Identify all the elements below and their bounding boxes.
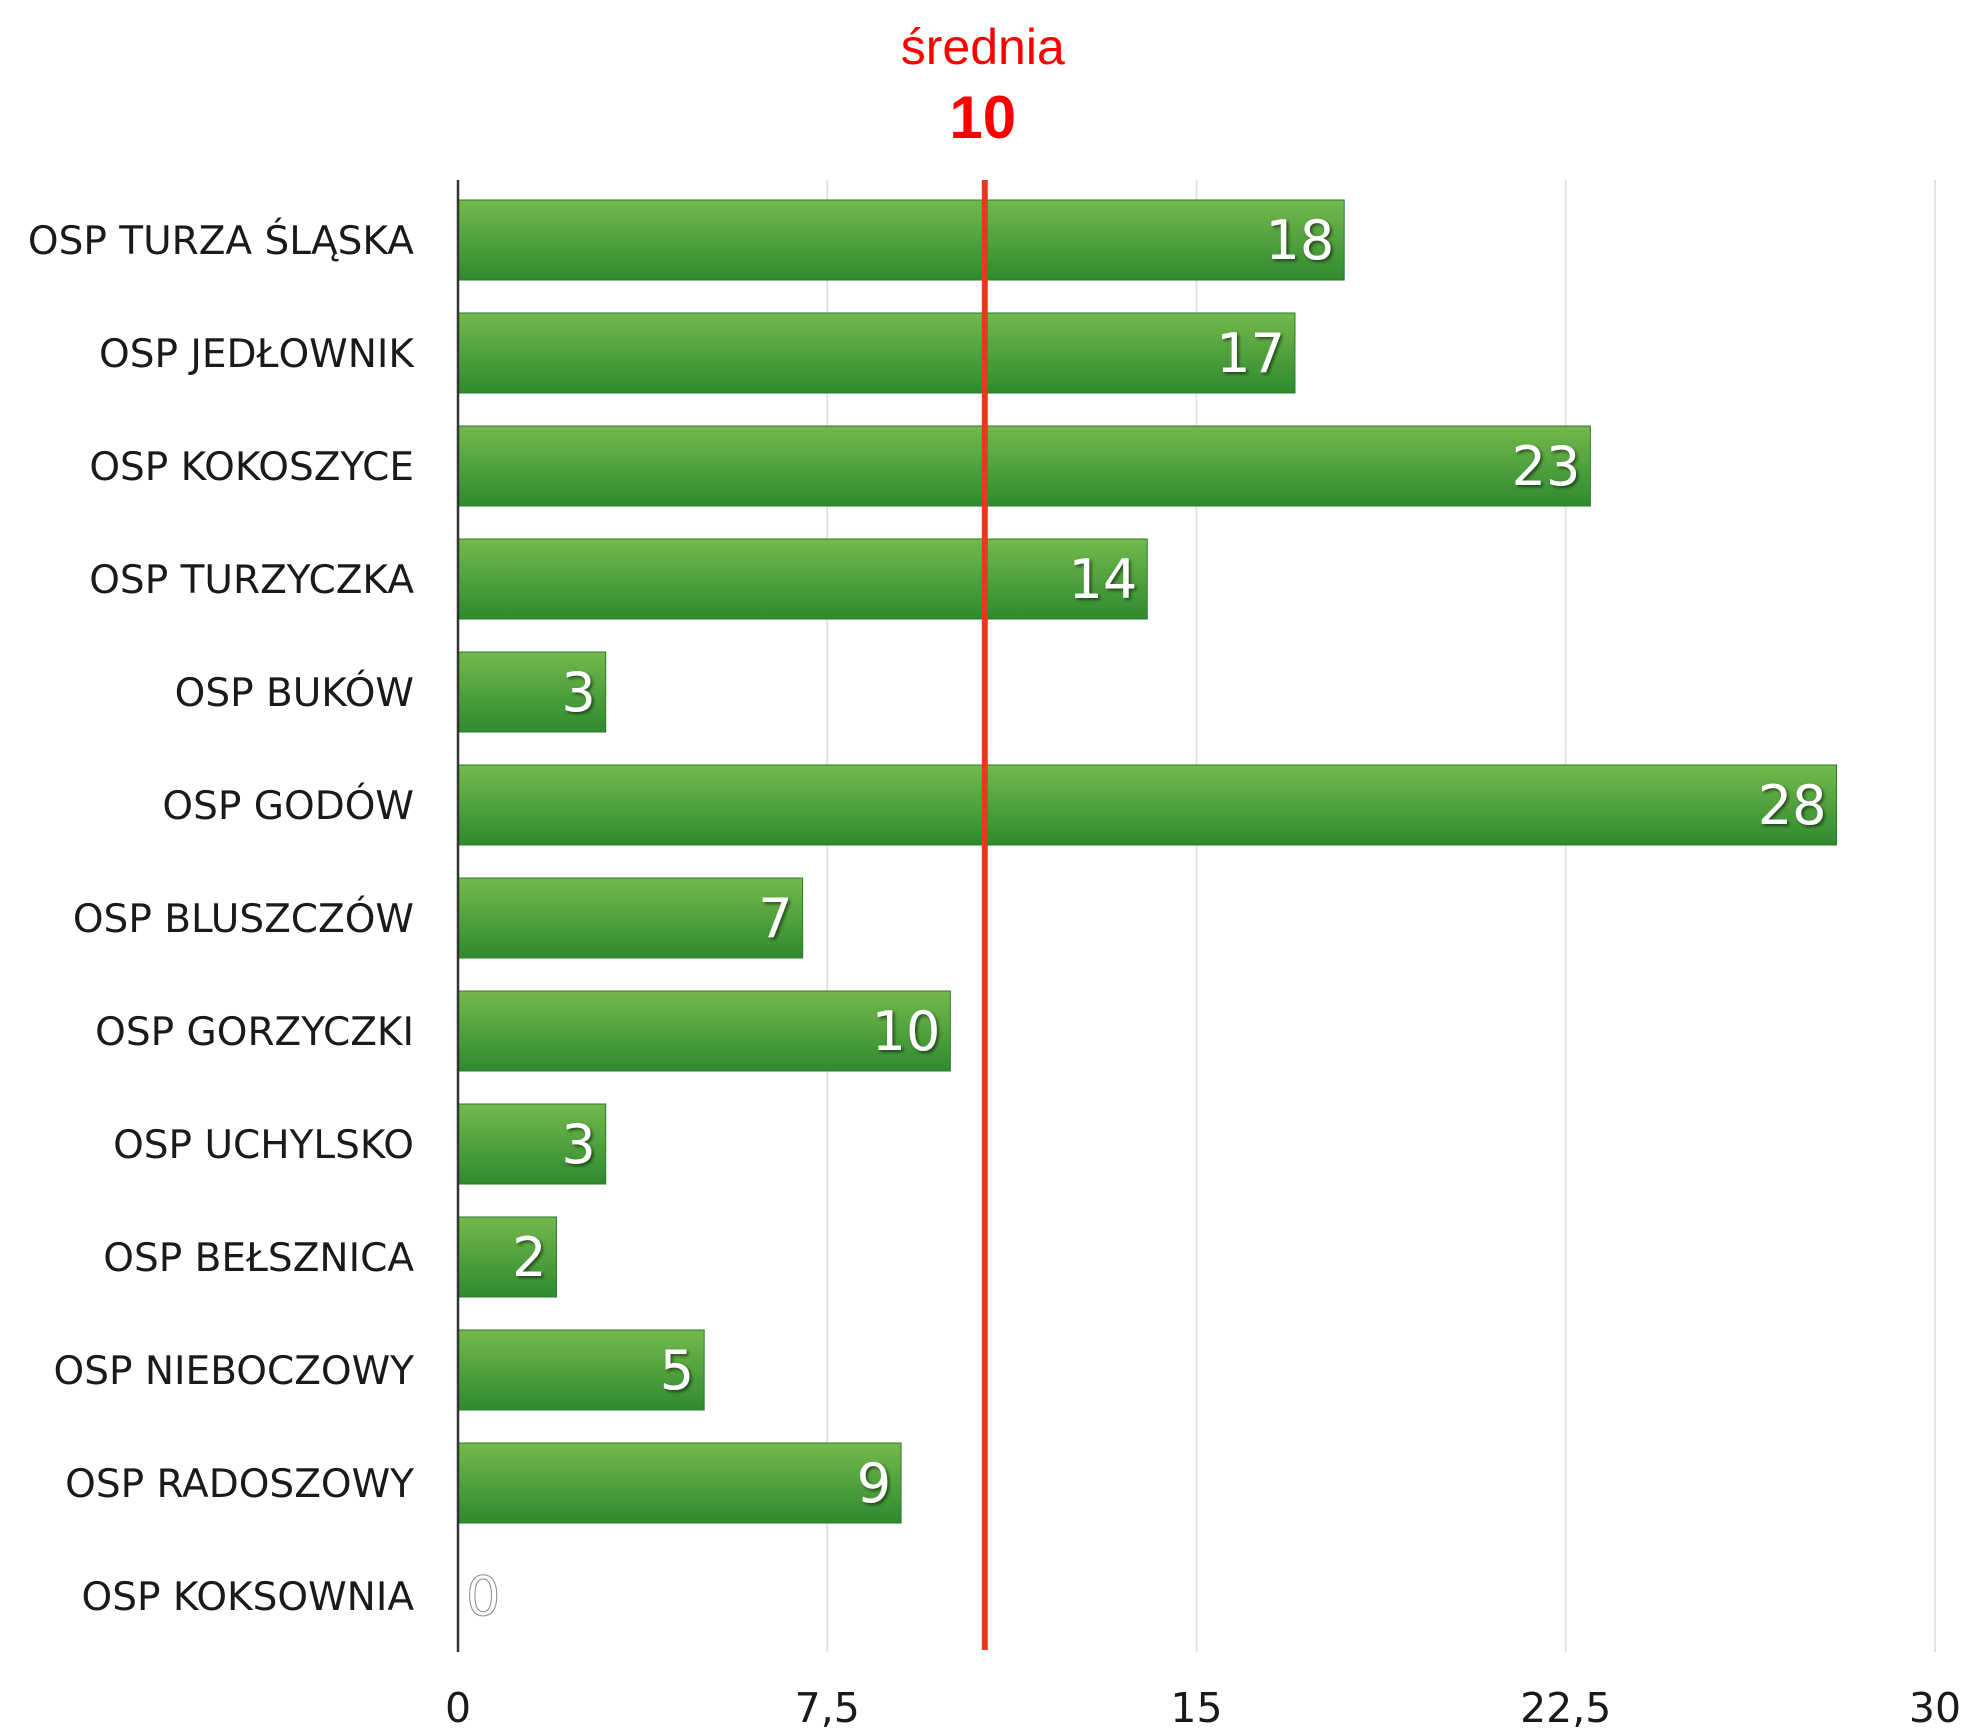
bar: [457, 990, 951, 1072]
average-reference: średnia 10: [901, 19, 1065, 1650]
category-label: OSP KOKSOWNIA: [82, 1575, 415, 1620]
category-label: OSP GODÓW: [162, 782, 414, 829]
bar-value-label: 10: [872, 1000, 941, 1063]
average-title: średnia: [901, 19, 1065, 75]
bar: [457, 877, 804, 959]
bar-value-label: 17: [1216, 322, 1285, 385]
category-label: OSP BUKÓW: [175, 669, 414, 716]
category-label: OSP TURZA ŚLĄSKA: [28, 217, 414, 264]
bar: [457, 199, 1345, 281]
bar-value-label: 9: [857, 1452, 891, 1515]
bar-value-label: 2: [512, 1226, 546, 1289]
bar: [457, 764, 1838, 846]
bar: [457, 538, 1148, 620]
bar-value-label: 14: [1069, 548, 1138, 611]
bar: [457, 1329, 705, 1411]
bar-value-label: 18: [1265, 209, 1334, 272]
bar: [457, 651, 607, 733]
category-label: OSP GORZYCZKI: [95, 1010, 414, 1055]
bar: [457, 312, 1296, 394]
gridlines: [826, 180, 1936, 1652]
x-tick-label: 15: [1170, 1684, 1222, 1728]
bar-value-label: 23: [1512, 435, 1581, 498]
category-label: OSP TURZYCZKA: [89, 558, 414, 603]
bar-value-label: 28: [1758, 774, 1827, 837]
average-value: 10: [949, 84, 1016, 151]
bar: [457, 1442, 902, 1524]
category-label: OSP RADOSZOWY: [65, 1462, 414, 1507]
bar-value-label: 5: [660, 1339, 694, 1402]
bar-value-label: 3: [561, 661, 595, 724]
bar-value-label: 3: [561, 1113, 595, 1176]
bar-value-label: 7: [758, 887, 792, 950]
x-tick-label: 22,5: [1520, 1684, 1611, 1728]
bar: [457, 1216, 557, 1298]
bar-value-label: 0: [466, 1565, 500, 1628]
x-tick-label: 7,5: [795, 1684, 860, 1728]
axes: 0 7,5 15 22,5 30: [445, 180, 1961, 1732]
bar: [457, 1103, 607, 1185]
category-label: OSP UCHYLSKO: [113, 1123, 414, 1168]
x-tick-label: 0: [445, 1684, 471, 1728]
category-label: OSP JEDŁOWNIK: [99, 332, 415, 377]
category-label: OSP NIEBOCZOWY: [54, 1349, 415, 1394]
category-label: OSP BEŁSZNICA: [103, 1236, 414, 1281]
category-label: OSP KOKOSZYCE: [89, 445, 414, 490]
x-tick-label: 30: [1909, 1684, 1961, 1728]
category-label: OSP BLUSZCZÓW: [73, 895, 414, 942]
bar: [457, 425, 1591, 507]
